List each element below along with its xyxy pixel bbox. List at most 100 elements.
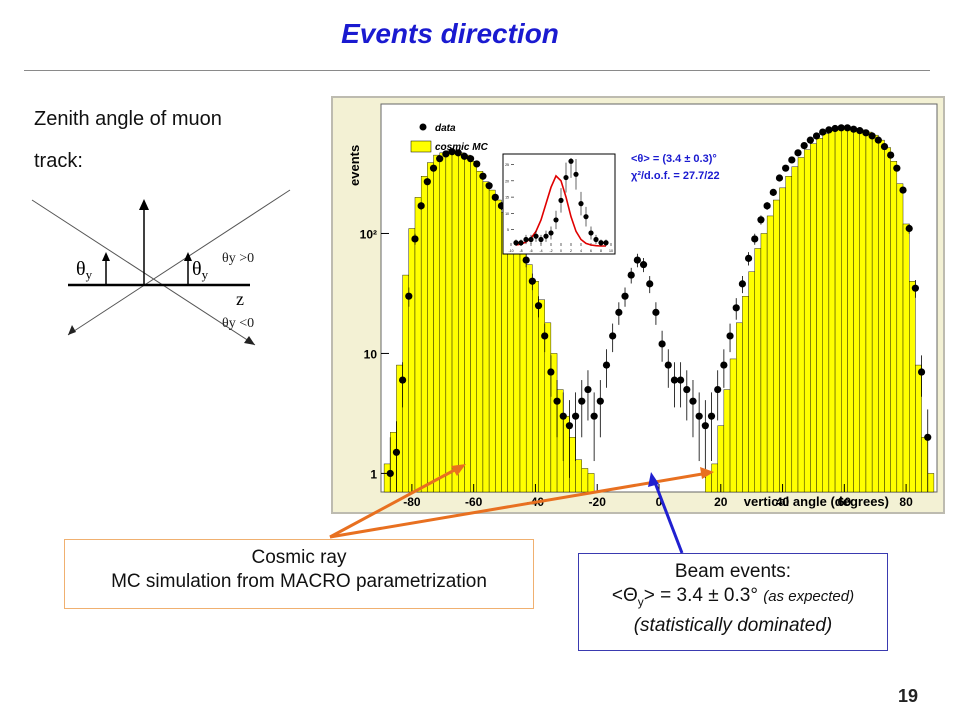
- data-point: [547, 368, 555, 376]
- cosmic-callout-line2: MC simulation from MACRO parametrization: [111, 571, 487, 592]
- legend-data-marker: [419, 123, 427, 131]
- inset-x-tick-label: 0: [560, 249, 562, 253]
- inset-x-tick-label: -4: [539, 249, 542, 253]
- data-point: [911, 284, 919, 292]
- inset-x-tick-label: -6: [529, 249, 532, 253]
- inset-data-point: [588, 230, 594, 236]
- data-point: [553, 397, 561, 405]
- x-axis-label: vertical angle (degrees): [744, 494, 889, 509]
- data-point: [423, 178, 431, 186]
- beam-callout-line2: <Θy> = 3.4 ± 0.3° (as expected): [579, 584, 887, 614]
- legend-mc-swatch: [410, 140, 432, 153]
- inset-x-tick-label: -8: [519, 249, 522, 253]
- data-point: [664, 361, 672, 369]
- data-point: [436, 155, 444, 163]
- inset-data-point: [543, 233, 549, 239]
- data-point: [683, 385, 691, 394]
- data-point: [924, 433, 932, 441]
- data-point: [677, 376, 685, 384]
- data-point: [633, 256, 641, 264]
- data-point: [819, 128, 827, 136]
- data-point: [917, 368, 926, 376]
- data-point: [738, 280, 746, 288]
- beam-events-callout: Beam events: <Θy> = 3.4 ± 0.3° (as expec…: [578, 553, 888, 651]
- x-tick-label: 0: [656, 495, 663, 509]
- angle-histogram: -80 -60 -4 0 -20 0 20 40 60 80 1 10 10² events verti…: [347, 103, 938, 509]
- inset-x-tick-label: -2: [549, 249, 552, 253]
- data-point: [689, 397, 697, 405]
- data-point: [850, 125, 858, 133]
- data-point: [751, 235, 759, 243]
- data-point: [806, 136, 814, 144]
- data-point: [485, 182, 493, 190]
- data-point: [775, 174, 784, 182]
- data-point: [714, 385, 722, 394]
- inset-plot: -10 -8 -6 -4 -2 0 2 4 6 8 10 5 10 15 20 25: [502, 153, 616, 255]
- data-point: [541, 332, 549, 340]
- fit-mean-text: <θ> = (3.4 ± 0.3)°: [631, 153, 717, 165]
- x-tick-label: 80: [899, 495, 913, 509]
- data-point: [454, 149, 462, 157]
- data-point: [831, 124, 839, 133]
- inset-data-point: [548, 230, 554, 236]
- data-point: [399, 376, 407, 384]
- data-point: [905, 224, 913, 233]
- data-point: [528, 277, 536, 285]
- data-point: [596, 397, 604, 405]
- beam-mean-sub: y: [637, 594, 644, 609]
- inset-data-point: [593, 236, 599, 243]
- inset-x-tick-label: 2: [570, 249, 572, 253]
- cosmic-arrow-left: [329, 464, 463, 539]
- data-point: [646, 280, 654, 288]
- data-point: [720, 361, 728, 369]
- legend-mc-label: cosmic MC: [435, 142, 489, 153]
- data-point: [701, 422, 709, 430]
- y-tick-label: 10²: [360, 227, 377, 241]
- legend-data-label: data: [435, 123, 456, 134]
- beam-callout-line1: Beam events:: [674, 561, 792, 582]
- page-number: 19: [898, 686, 919, 706]
- data-point: [744, 254, 753, 262]
- data-point: [658, 340, 666, 348]
- data-point: [479, 172, 487, 180]
- mc-histogram-bar: [915, 364, 922, 493]
- data-point: [856, 127, 864, 135]
- beam-mean-value: > = 3.4 ± 0.3°: [643, 585, 758, 606]
- data-point: [405, 292, 413, 300]
- arrowhead-icon: [68, 325, 76, 335]
- inset-data-point: [603, 240, 609, 246]
- inset-data-point: [538, 236, 544, 243]
- data-point: [893, 164, 901, 172]
- inset-data-point: [583, 214, 589, 220]
- title-divider: [24, 70, 930, 71]
- data-point: [466, 155, 475, 163]
- zenith-diagram: θy θy θy >0 z θy <0: [31, 189, 291, 346]
- y-axis-label: events: [347, 145, 362, 186]
- data-point: [887, 151, 895, 159]
- inset-data-point: [598, 240, 604, 246]
- zenith-text-line2: track:: [34, 150, 83, 172]
- data-point: [621, 292, 629, 300]
- data-point: [411, 235, 419, 243]
- theta-positive-label: θy >0: [222, 251, 254, 266]
- data-point: [473, 160, 481, 168]
- arrowhead-icon: [244, 336, 255, 345]
- beam-callout-line3: (statistically dominated): [633, 614, 833, 636]
- data-point: [812, 132, 821, 140]
- data-point: [578, 397, 586, 405]
- arrowhead-icon: [451, 464, 466, 476]
- inset-x-tick-label: 6: [590, 249, 592, 253]
- data-point: [788, 156, 796, 164]
- x-tick-label: 60: [838, 495, 852, 509]
- inset-data-point: [558, 197, 564, 203]
- inset-y-tick-label: 25: [505, 163, 509, 167]
- zenith-text-line1: Zenith angle of muon: [34, 108, 222, 130]
- data-point: [429, 164, 438, 172]
- data-point: [386, 469, 394, 478]
- data-point: [615, 308, 623, 316]
- cosmic-callout-line1: Cosmic ray: [251, 547, 347, 568]
- inset-x-tick-label: 4: [580, 249, 582, 253]
- inset-data-point: [568, 158, 574, 164]
- data-point: [565, 422, 574, 430]
- x-tick-label: -80: [403, 495, 421, 509]
